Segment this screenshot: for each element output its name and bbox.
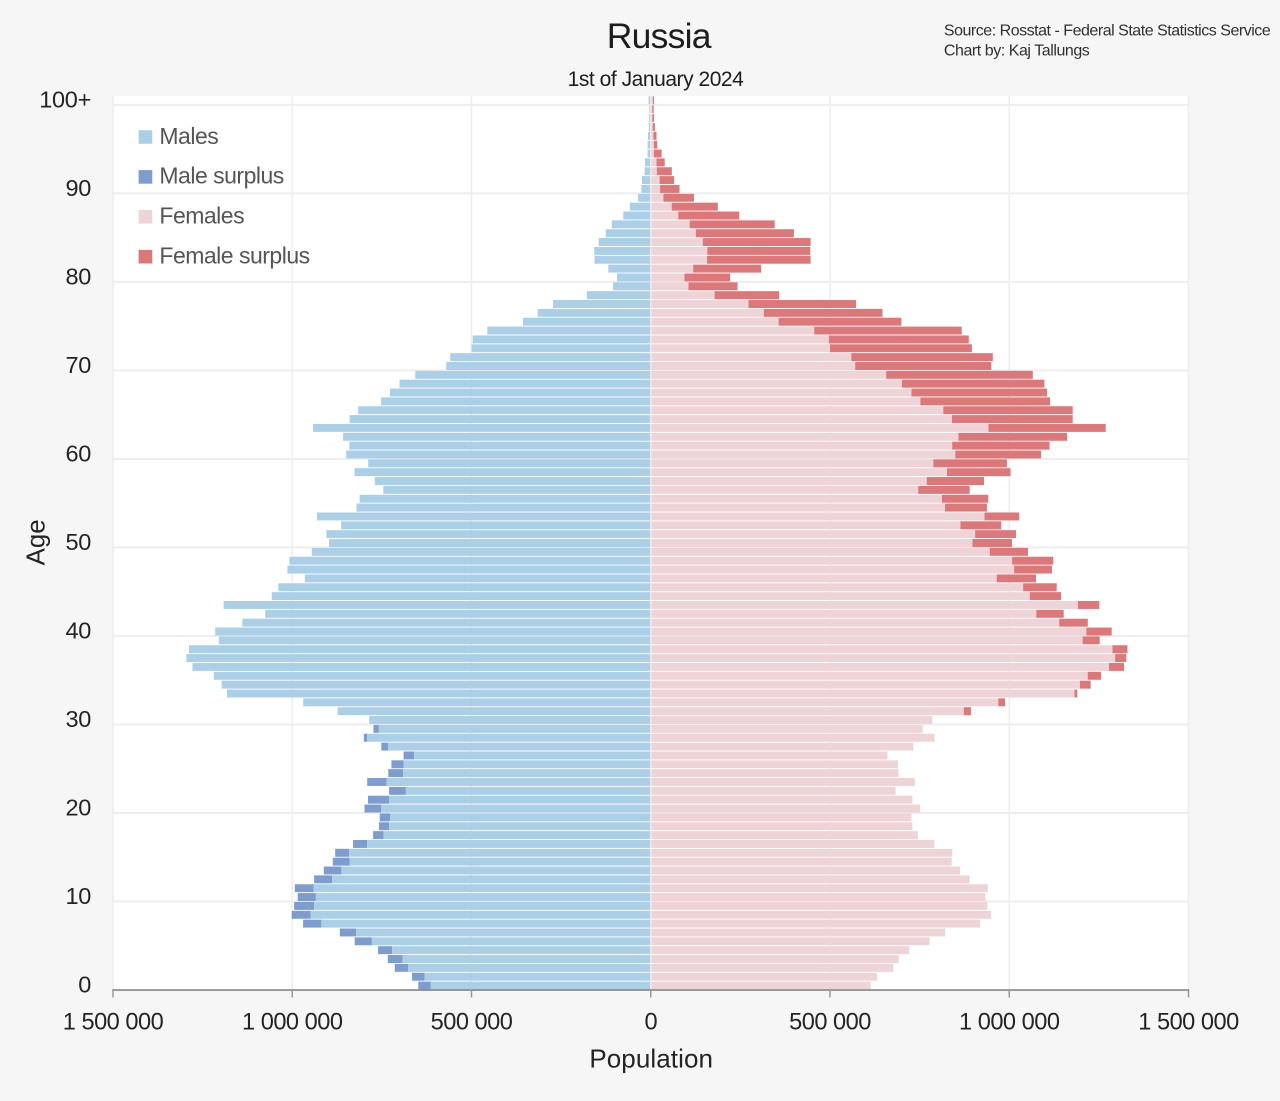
svg-text:1 000 000: 1 000 000	[959, 1009, 1060, 1035]
svg-text:90: 90	[65, 175, 91, 201]
svg-text:Male surplus: Male surplus	[159, 163, 283, 189]
svg-text:Females: Females	[159, 203, 244, 229]
svg-text:Female surplus: Female surplus	[159, 243, 309, 269]
svg-text:60: 60	[65, 440, 91, 466]
svg-text:Russia: Russia	[607, 16, 712, 56]
svg-text:Population: Population	[589, 1043, 713, 1073]
svg-text:Males: Males	[159, 123, 218, 149]
svg-text:50: 50	[65, 529, 91, 555]
svg-text:0: 0	[78, 971, 91, 997]
svg-text:1 000 000: 1 000 000	[242, 1009, 343, 1035]
svg-text:1 500 000: 1 500 000	[1138, 1009, 1239, 1035]
svg-text:Source: Rosstat - Federal Stat: Source: Rosstat - Federal State Statisti…	[944, 23, 1271, 40]
svg-text:30: 30	[65, 706, 91, 732]
svg-text:80: 80	[65, 263, 91, 289]
svg-text:Chart by: Kaj Tallungs: Chart by: Kaj Tallungs	[944, 43, 1090, 60]
svg-text:40: 40	[65, 617, 91, 643]
svg-text:10: 10	[65, 883, 91, 909]
svg-text:20: 20	[65, 794, 91, 820]
svg-text:500 000: 500 000	[789, 1009, 871, 1035]
svg-text:1 500 000: 1 500 000	[63, 1009, 164, 1035]
svg-text:70: 70	[65, 352, 91, 378]
svg-text:Age: Age	[23, 519, 51, 565]
svg-text:100+: 100+	[39, 86, 91, 112]
svg-text:500 000: 500 000	[431, 1009, 513, 1035]
svg-text:1st of January 2024: 1st of January 2024	[568, 68, 744, 91]
svg-text:0: 0	[644, 1009, 657, 1035]
